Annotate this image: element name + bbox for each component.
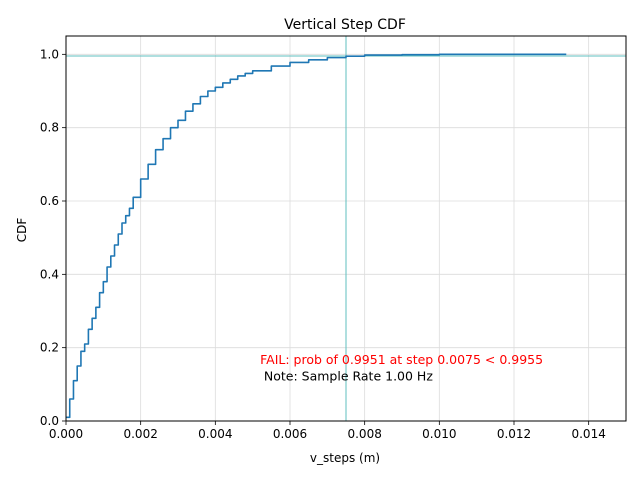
x-tick-label: 0.000: [49, 427, 83, 441]
series-layer: [66, 53, 567, 419]
x-tick-label: 0.006: [273, 427, 307, 441]
y-tick-label: 1.0: [40, 47, 59, 61]
y-axis-label: CDF: [15, 218, 29, 243]
annotations: FAIL: prob of 0.9951 at step 0.0075 < 0.…: [260, 352, 543, 384]
note-annotation: Note: Sample Rate 1.00 Hz: [264, 369, 433, 384]
chart-title: Vertical Step CDF: [284, 17, 406, 33]
x-tick-label: 0.002: [123, 427, 157, 441]
y-tick-label: 0.0: [40, 414, 59, 428]
x-axis-label: v_steps (m): [310, 451, 380, 465]
x-axis-ticks: 0.000 0.002 0.004 0.006 0.008 0.010 0.012 0.014: [49, 421, 606, 441]
y-tick-label: 0.4: [40, 267, 59, 281]
y-tick-label: 0.2: [40, 341, 59, 355]
x-tick-label: 0.010: [422, 427, 456, 441]
y-axis-ticks: 0.0 0.2 0.4 0.6 0.8 1.0: [40, 47, 66, 428]
x-tick-label: 0.014: [571, 427, 605, 441]
y-tick-label: 0.8: [40, 121, 59, 135]
fail-annotation: FAIL: prob of 0.9951 at step 0.0075 < 0.…: [260, 352, 543, 367]
cdf-series-line: [66, 53, 567, 419]
x-tick-label: 0.004: [198, 427, 232, 441]
y-tick-label: 0.6: [40, 194, 59, 208]
x-tick-label: 0.008: [347, 427, 381, 441]
x-tick-label: 0.012: [497, 427, 531, 441]
plot-frame: [65, 35, 627, 422]
